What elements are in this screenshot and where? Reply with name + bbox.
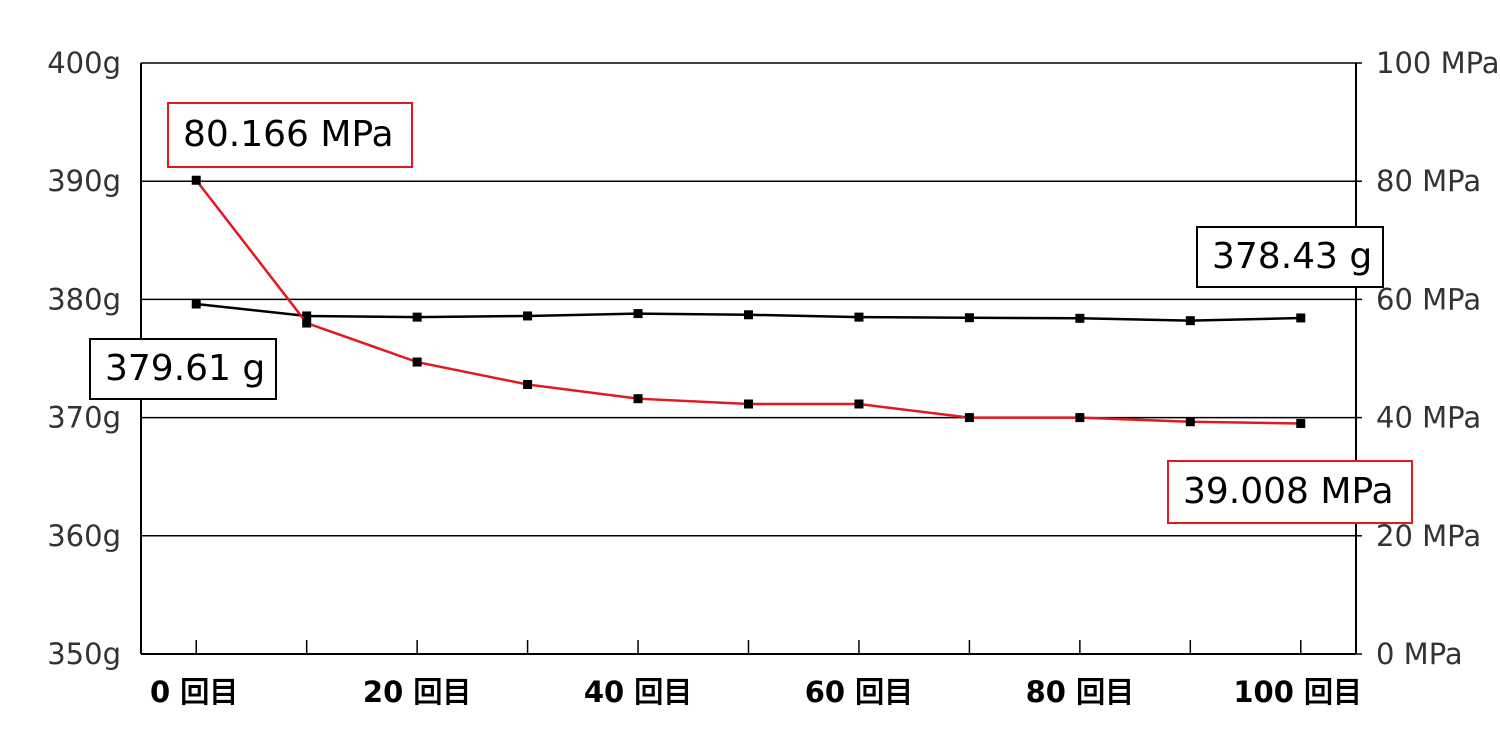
label-layer: 400g 390g 380g 370g 360g 350g 100 MPa 80 MPa 60 … xyxy=(47,46,1499,709)
pressure-series-line xyxy=(195,179,1301,425)
left-axis-tick-label: 380g xyxy=(47,282,121,316)
weight-data-point xyxy=(191,299,201,309)
x-axis-tick-label: 60 回目 xyxy=(805,675,913,709)
pressure-data-point xyxy=(964,413,974,423)
weight-data-point xyxy=(854,312,864,322)
x-axis-tick-label: 100 回目 xyxy=(1233,675,1362,709)
right-axis-tick-label: 60 MPa xyxy=(1376,282,1481,316)
weight-data-point xyxy=(964,313,974,323)
pressure-data-point xyxy=(854,399,864,409)
x-axis-tick-label: 80 回目 xyxy=(1026,675,1134,709)
left-axis-tick-label: 400g xyxy=(47,46,121,80)
pressure-data-point xyxy=(744,399,753,409)
x-axis-tick-label: 0 回目 xyxy=(150,675,238,709)
pressure-data-point xyxy=(1075,413,1085,423)
right-axis-tick-label: 0 MPa xyxy=(1376,637,1463,671)
x-axis-tick-label: 20 回目 xyxy=(363,675,471,709)
right-axis-tick-label: 20 MPa xyxy=(1376,519,1481,553)
weight-data-point xyxy=(633,309,643,319)
pressure-data-point xyxy=(1185,417,1195,427)
weight-data-point xyxy=(1185,316,1195,326)
pressure-data-point xyxy=(1296,418,1306,428)
pressure-data-point xyxy=(412,357,422,367)
x-axis-tick-label: 40 回目 xyxy=(584,675,692,709)
weight-data-point xyxy=(1075,313,1085,323)
annotation-end-pressure: 39.008 MPa xyxy=(1167,460,1413,524)
left-axis-tick-label: 370g xyxy=(47,401,121,435)
left-axis-tick-label: 350g xyxy=(47,637,121,671)
weight-data-point xyxy=(744,310,753,320)
annotation-start-pressure: 80.166 MPa xyxy=(167,102,413,168)
right-axis-tick-label: 100 MPa xyxy=(1376,46,1500,80)
right-axis-tick-label: 80 MPa xyxy=(1376,164,1481,198)
left-axis-tick-label: 360g xyxy=(47,519,121,553)
left-axis-tick-label: 390g xyxy=(47,164,121,198)
weight-data-point xyxy=(1296,313,1306,323)
right-axis-tick-label: 40 MPa xyxy=(1376,401,1481,435)
annotation-end-weight: 378.43 g xyxy=(1196,226,1384,288)
annotation-start-weight: 379.61 g xyxy=(89,338,277,400)
pressure-data-point xyxy=(191,175,201,185)
weight-data-point xyxy=(412,312,422,322)
weight-data-point xyxy=(302,311,312,321)
weight-data-point xyxy=(523,311,533,321)
pressure-data-point xyxy=(633,394,643,404)
series-layer xyxy=(191,175,1306,428)
pressure-data-point xyxy=(302,318,312,328)
pressure-data-point xyxy=(523,380,533,390)
